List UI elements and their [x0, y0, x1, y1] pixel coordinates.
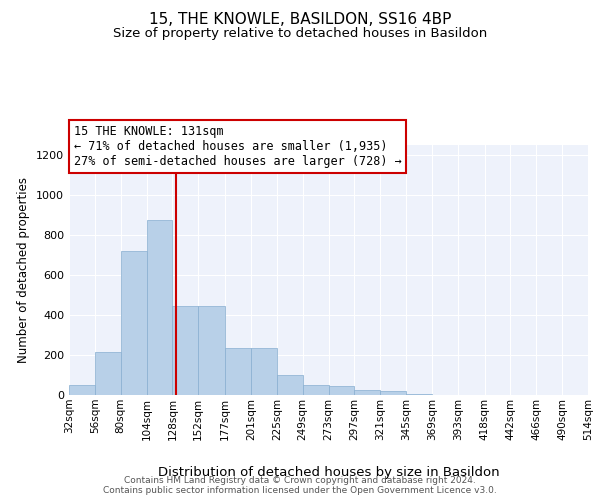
Bar	[95, 352, 121, 395]
Bar	[146, 220, 172, 395]
Bar	[406, 394, 432, 395]
Bar	[69, 385, 95, 395]
Text: 15, THE KNOWLE, BASILDON, SS16 4BP: 15, THE KNOWLE, BASILDON, SS16 4BP	[149, 12, 451, 28]
Text: Distribution of detached houses by size in Basildon: Distribution of detached houses by size …	[158, 466, 499, 479]
Text: Contains HM Land Registry data © Crown copyright and database right 2024.
Contai: Contains HM Land Registry data © Crown c…	[103, 476, 497, 495]
Bar	[277, 375, 302, 395]
Text: 15 THE KNOWLE: 131sqm
← 71% of detached houses are smaller (1,935)
27% of semi-d: 15 THE KNOWLE: 131sqm ← 71% of detached …	[74, 125, 401, 168]
Bar	[355, 390, 380, 395]
Bar	[225, 348, 251, 395]
Y-axis label: Number of detached properties: Number of detached properties	[17, 177, 31, 363]
Bar	[251, 348, 277, 395]
Bar	[329, 386, 355, 395]
Bar	[380, 391, 406, 395]
Bar	[121, 251, 146, 395]
Bar	[302, 385, 329, 395]
Bar	[172, 306, 198, 395]
Text: Size of property relative to detached houses in Basildon: Size of property relative to detached ho…	[113, 28, 487, 40]
Bar	[198, 306, 225, 395]
